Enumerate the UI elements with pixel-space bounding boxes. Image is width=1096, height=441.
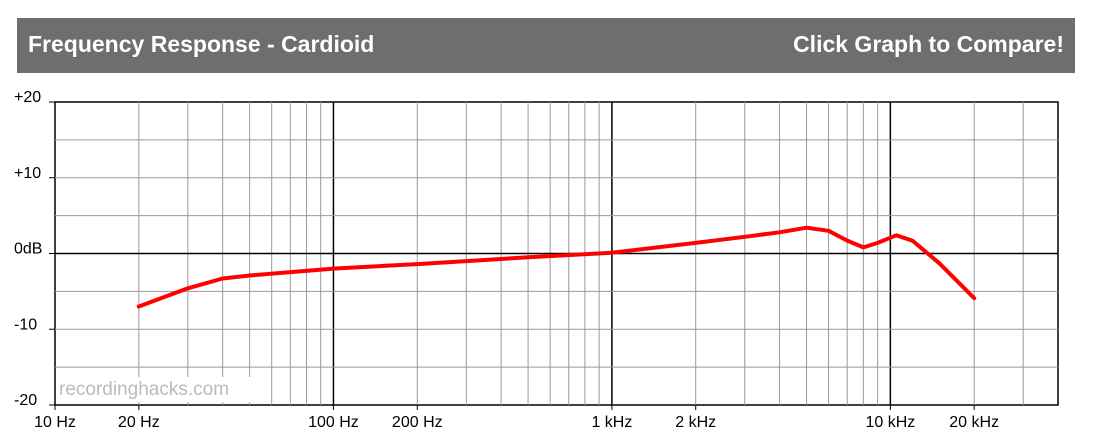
response-curve — [136, 225, 977, 309]
watermark-bg — [57, 377, 267, 402]
plot[interactable]: +20 +10 0dB -10 -20 10 Hz 20 Hz 100 Hz 200 Hz 1 k… — [14, 89, 1059, 431]
y-tick-label: -10 — [14, 316, 37, 333]
x-tick-label: 100 Hz — [308, 414, 359, 431]
x-tick-label: 200 Hz — [392, 414, 443, 431]
y-tick-label: +10 — [14, 165, 41, 182]
header-title: Frequency Response - Cardioid — [28, 31, 374, 57]
y-tick-label: 0dB — [14, 241, 42, 258]
y-tick-label: +20 — [14, 89, 41, 106]
y-tick-label: -20 — [14, 392, 37, 409]
x-tick-label: 10 Hz — [34, 414, 76, 431]
x-tick-label: 1 kHz — [591, 414, 632, 431]
x-tick-label: 20 Hz — [118, 414, 160, 431]
x-tick-label: 2 kHz — [675, 414, 716, 431]
compare-link[interactable]: Click Graph to Compare! — [793, 31, 1064, 57]
x-tick-label: 10 kHz — [865, 414, 915, 431]
watermark: recordinghacks.com — [59, 379, 229, 400]
header-bar — [17, 18, 1075, 73]
x-tick-label: 20 kHz — [949, 414, 999, 431]
